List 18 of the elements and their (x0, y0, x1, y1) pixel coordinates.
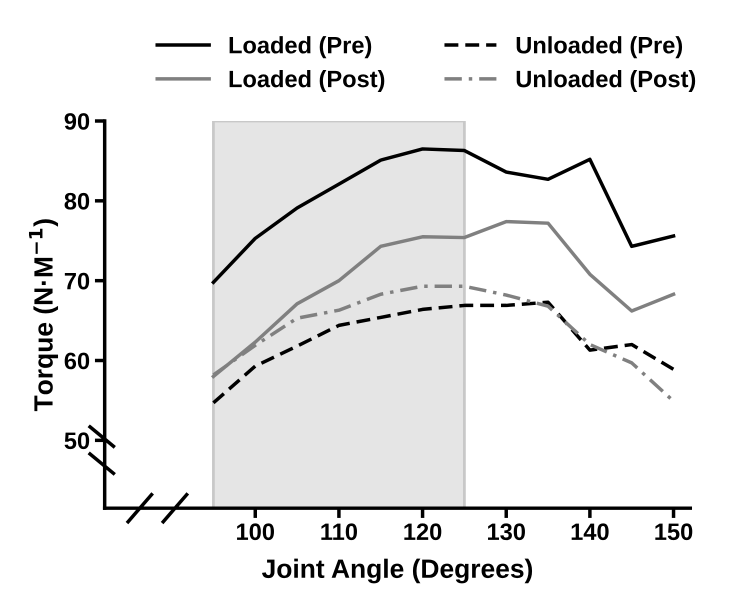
legend-label: Unloaded (Pre) (516, 36, 682, 58)
y-tick-label: 70 (64, 272, 90, 290)
x-tick-label: 110 (321, 523, 357, 540)
y-tick-label: 60 (64, 352, 90, 370)
legend-label: Unloaded (Post) (516, 70, 696, 92)
x-tick-label: 100 (237, 523, 274, 540)
y-tick-label: 50 (64, 432, 90, 450)
x-tick-label: 150 (655, 523, 692, 540)
y-axis-title: Torque (N·M$^{−1}$) (28, 219, 58, 412)
x-tick-label: 120 (404, 523, 442, 540)
y-tick-label: 90 (64, 113, 90, 130)
x-tick-label: 130 (488, 523, 525, 540)
x-axis-title: Joint Angle (Degrees) (262, 558, 532, 584)
legend-label: Loaded (Pre) (230, 36, 372, 58)
line-series (212, 147, 676, 284)
legend-label: Loaded (Post) (230, 70, 384, 92)
x-tick-label: 140 (572, 523, 609, 540)
y-tick-label: 80 (64, 192, 90, 210)
